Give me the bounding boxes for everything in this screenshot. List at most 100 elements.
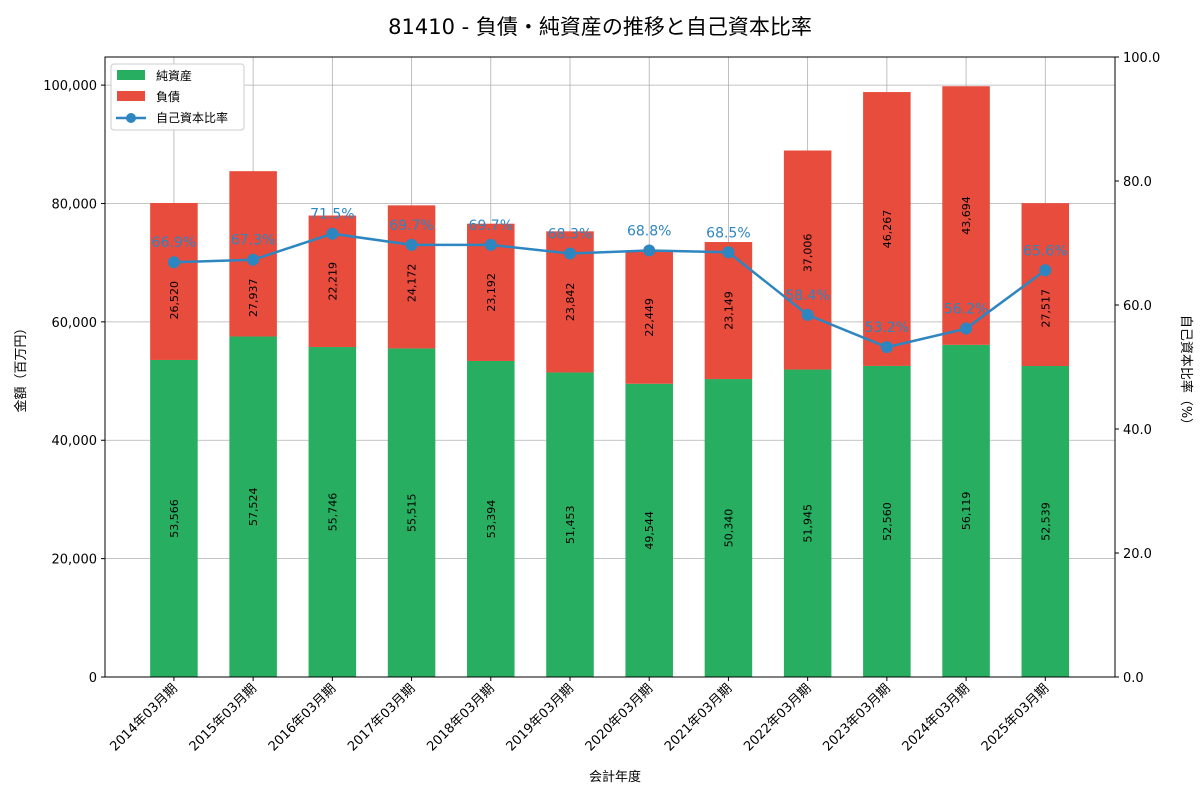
liabilities-value-label: 23,842 xyxy=(564,283,577,322)
equity-ratio-point xyxy=(960,322,973,335)
x-tick-label: 2024年03月期 xyxy=(900,681,973,754)
bar-liabilities xyxy=(625,250,673,384)
bar-net-assets xyxy=(387,348,436,677)
legend-swatch-net-assets xyxy=(117,70,145,80)
equity-ratio-point xyxy=(801,308,814,321)
y2-axis-label: 自己資本比率（%） xyxy=(1178,315,1194,431)
x-tick-label: 2019年03月期 xyxy=(504,681,577,754)
x-axis-label: 会計年度 xyxy=(589,769,641,785)
equity-ratio-point xyxy=(247,253,260,266)
net-assets-value-label: 52,539 xyxy=(1039,502,1052,541)
liabilities-value-label: 26,520 xyxy=(168,281,181,320)
y-tick-label: 0 xyxy=(89,671,97,686)
equity-ratio-label: 68.8% xyxy=(627,223,671,239)
liabilities-value-label: 27,517 xyxy=(1039,289,1052,328)
liabilities-value-label: 24,172 xyxy=(406,264,419,303)
net-assets-value-label: 57,524 xyxy=(247,488,260,527)
net-assets-value-label: 53,394 xyxy=(485,500,498,539)
liabilities-value-label: 23,149 xyxy=(722,291,735,330)
legend-label-equity-ratio: 自己資本比率 xyxy=(156,110,228,125)
equity-ratio-line xyxy=(173,232,1047,349)
x-tick-label: 2025年03月期 xyxy=(979,681,1052,754)
net-assets-value-label: 51,453 xyxy=(564,505,577,544)
bar-net-assets xyxy=(863,365,911,677)
y2-tick-label: 20.0 xyxy=(1123,547,1152,562)
y2-tick-label: 80.0 xyxy=(1123,175,1152,190)
equity-ratio-point xyxy=(1039,264,1052,277)
equity-ratio-point xyxy=(643,244,656,257)
liabilities-value-label: 22,219 xyxy=(326,262,339,301)
net-assets-value-label: 55,746 xyxy=(326,493,339,532)
equity-ratio-label: 65.6% xyxy=(1023,243,1067,259)
equity-ratio-point xyxy=(722,246,735,259)
legend: 純資産 負債 自己資本比率 xyxy=(110,63,245,131)
y2-tick-label: 0.0 xyxy=(1123,671,1144,686)
liabilities-value-label: 23,192 xyxy=(485,273,498,312)
x-tick-label: 2016年03月期 xyxy=(266,681,339,754)
legend-label-liabilities: 負債 xyxy=(156,89,180,104)
x-tick-label: 2017年03月期 xyxy=(345,681,418,754)
bar-net-assets xyxy=(229,336,277,677)
liabilities-value-label: 22,449 xyxy=(643,298,656,337)
equity-ratio-point xyxy=(326,227,339,240)
bar-liabilities xyxy=(387,205,436,349)
equity-ratio-point xyxy=(167,256,180,269)
net-assets-value-label: 50,340 xyxy=(722,509,735,548)
plot-frame xyxy=(104,56,1116,678)
legend-label-net-assets: 純資産 xyxy=(156,68,192,83)
bar-net-assets xyxy=(1021,366,1070,677)
net-assets-value-label: 49,544 xyxy=(643,511,656,550)
y-tick-label: 40,000 xyxy=(52,434,98,449)
equity-ratio-label: 69.7% xyxy=(389,218,433,234)
bar-liabilities xyxy=(150,202,198,360)
bar-net-assets xyxy=(942,344,990,677)
equity-ratio-label: 58.4% xyxy=(785,288,829,304)
y2-tick-label: 60.0 xyxy=(1123,299,1152,314)
x-tick-label: 2021年03月期 xyxy=(662,681,735,754)
y-tick-label: 80,000 xyxy=(52,197,98,212)
y-tick-label: 60,000 xyxy=(52,316,98,331)
x-tick-label: 2023年03月期 xyxy=(820,681,893,754)
x-tick-label: 2014年03月期 xyxy=(107,681,180,754)
liabilities-value-label: 27,937 xyxy=(247,278,260,317)
equity-ratio-label: 69.7% xyxy=(469,218,513,234)
equity-ratio-point xyxy=(880,341,893,354)
net-assets-value-label: 52,560 xyxy=(881,502,894,541)
bar-liabilities xyxy=(942,86,990,345)
equity-ratio-label: 53.2% xyxy=(865,320,909,336)
bar-net-assets xyxy=(625,383,673,677)
equity-ratio-label: 56.2% xyxy=(944,302,988,318)
x-tick-label: 2018年03月期 xyxy=(424,681,497,754)
equity-ratio-point xyxy=(484,238,497,251)
bar-liabilities xyxy=(863,92,911,366)
y2-tick-label: 40.0 xyxy=(1123,423,1152,438)
y2-tick-label: 100.0 xyxy=(1123,51,1160,66)
equity-ratio-label: 71.5% xyxy=(310,207,354,223)
net-assets-value-label: 53,566 xyxy=(168,499,181,538)
bar-net-assets xyxy=(783,369,832,677)
x-tick-label: 2015年03月期 xyxy=(187,681,260,754)
bar-net-assets xyxy=(546,372,594,677)
chart-title: 81410 - 負債・純資産の推移と自己資本比率 xyxy=(388,15,812,39)
bar-liabilities xyxy=(1021,203,1070,367)
y-axis-label: 金額（百万円） xyxy=(13,321,29,412)
liabilities-value-label: 46,267 xyxy=(881,210,894,249)
bar-net-assets xyxy=(150,359,198,677)
net-assets-value-label: 56,119 xyxy=(960,492,973,531)
net-assets-value-label: 51,945 xyxy=(802,504,815,543)
legend-swatch-liabilities xyxy=(117,91,145,101)
bar-net-assets xyxy=(308,347,357,677)
equity-ratio-label: 68.3% xyxy=(548,227,592,243)
x-tick-label: 2022年03月期 xyxy=(741,681,814,754)
bar-net-assets xyxy=(704,379,753,677)
equity-ratio-label: 66.9% xyxy=(152,235,196,251)
y-tick-label: 20,000 xyxy=(52,553,98,568)
equity-ratio-label: 68.5% xyxy=(706,225,750,241)
net-assets-value-label: 55,515 xyxy=(406,493,419,532)
legend-marker-equity-ratio xyxy=(126,113,136,123)
y-tick-label: 100,000 xyxy=(43,79,97,94)
x-tick-label: 2020年03月期 xyxy=(583,681,656,754)
equity-ratio-label: 67.3% xyxy=(231,233,275,249)
